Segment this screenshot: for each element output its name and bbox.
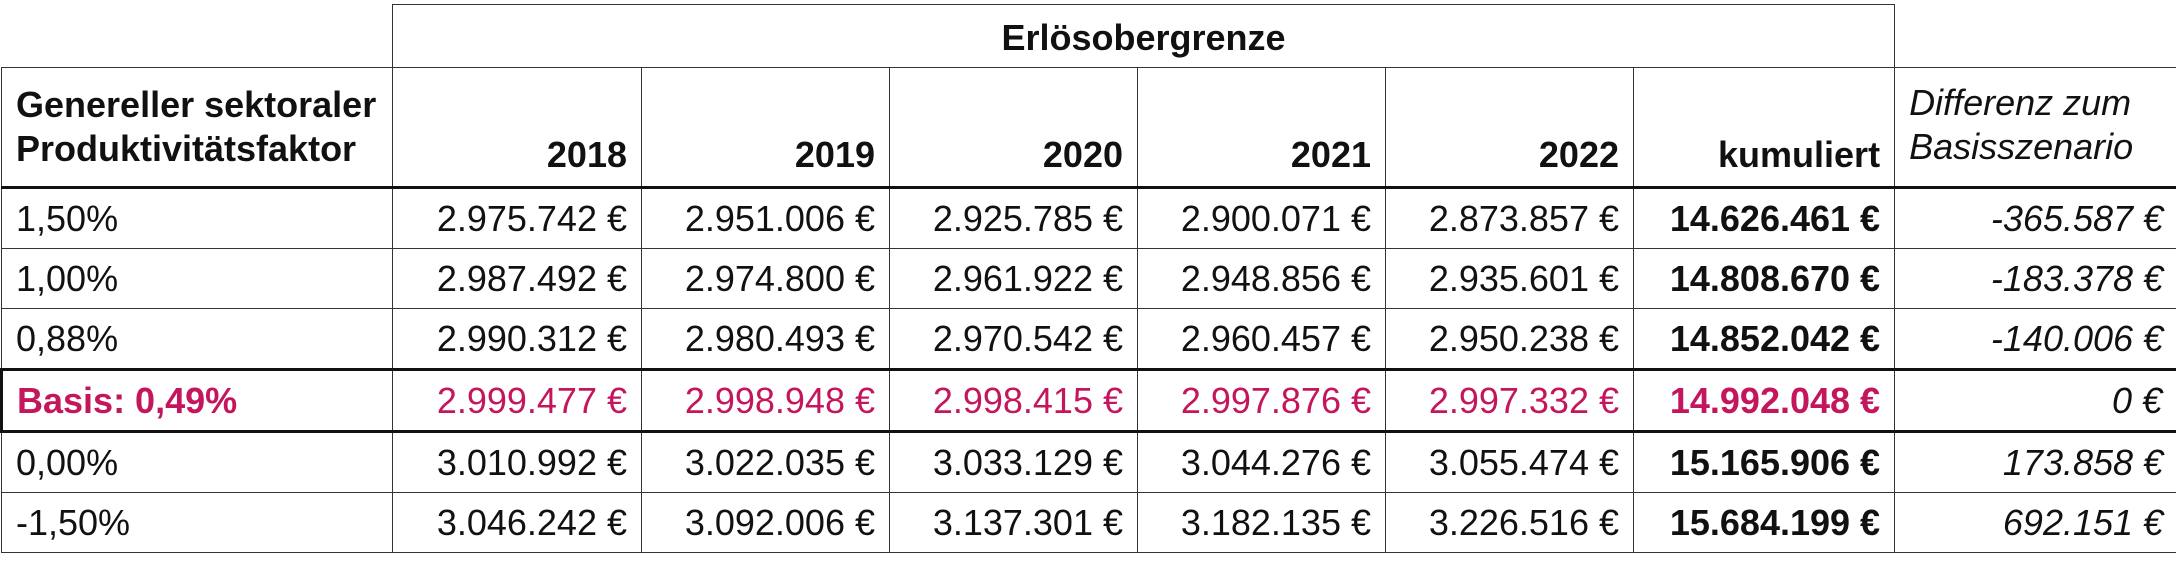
value-cell: 3.182.135 €	[1137, 492, 1386, 553]
value-cell: 3.044.276 €	[1137, 431, 1386, 493]
value-cell: 2.900.071 €	[1137, 187, 1386, 249]
value-cell: 3.010.992 €	[392, 431, 642, 493]
value-cell: 2.990.312 €	[392, 308, 642, 370]
cumulative-cell: 14.852.042 €	[1632, 308, 1896, 370]
table-row: -1,50% 3.046.242 € 3.092.006 € 3.137.301…	[1, 492, 2176, 553]
factor-header-line1: Genereller sektoraler	[16, 84, 377, 125]
value-cell: 2.998.415 €	[889, 368, 1138, 433]
revenue-cap-table: Erlösobergrenze Genereller sektoraler Pr…	[0, 4, 2176, 553]
difference-cell: 173.858 €	[1894, 431, 2176, 493]
baseline-row: Basis: 0,49% 2.999.477 € 2.998.948 € 2.9…	[0, 368, 2176, 433]
cumulative-cell: 14.808.670 €	[1632, 248, 1896, 309]
value-cell: 3.022.035 €	[641, 431, 890, 493]
year-column-header: 2022	[1385, 67, 1634, 189]
revenue-cap-table-container: Erlösobergrenze Genereller sektoraler Pr…	[0, 4, 2176, 553]
value-cell: 2.951.006 €	[641, 187, 890, 249]
factor-cell: Basis: 0,49%	[0, 368, 393, 433]
year-column-header: 2021	[1137, 67, 1386, 189]
factor-cell: 1,00%	[1, 248, 393, 309]
value-cell: 2.948.856 €	[1137, 248, 1386, 309]
table-row: 0,88% 2.990.312 € 2.980.493 € 2.970.542 …	[1, 308, 2176, 370]
diff-header-line2: Basisszenario	[1909, 126, 2134, 167]
cumulative-cell: 15.165.906 €	[1632, 431, 1896, 493]
value-cell: 2.974.800 €	[641, 248, 890, 309]
factor-column-header: Genereller sektoraler Produktivitätsfakt…	[1, 67, 393, 189]
value-cell: 3.046.242 €	[392, 492, 642, 553]
value-cell: 2.999.477 €	[392, 368, 642, 433]
value-cell: 2.998.948 €	[641, 368, 890, 433]
cumulative-cell: 14.626.461 €	[1632, 187, 1896, 249]
table-row: 1,00% 2.987.492 € 2.974.800 € 2.961.922 …	[1, 248, 2176, 309]
group-header-title: Erlösobergrenze	[391, 4, 1896, 68]
difference-cell: 692.151 €	[1894, 492, 2176, 553]
group-header-row: Erlösobergrenze	[1, 4, 2176, 68]
year-column-header: 2019	[641, 67, 890, 189]
cumulative-cell: 15.684.199 €	[1632, 492, 1896, 553]
table-row: 0,00% 3.010.992 € 3.022.035 € 3.033.129 …	[1, 431, 2176, 493]
difference-cell: -365.587 €	[1894, 187, 2176, 249]
cumulative-column-header: kumuliert	[1632, 67, 1896, 189]
value-cell: 2.997.876 €	[1137, 368, 1386, 433]
value-cell: 3.226.516 €	[1385, 492, 1634, 553]
value-cell: 2.950.238 €	[1385, 308, 1634, 370]
value-cell: 2.873.857 €	[1385, 187, 1634, 249]
value-cell: 2.960.457 €	[1137, 308, 1386, 370]
diff-header-line1: Differenz zum	[1909, 82, 2132, 123]
difference-column-header: Differenz zum Basisszenario	[1894, 67, 2176, 189]
year-column-header: 2020	[889, 67, 1138, 189]
factor-header-line2: Produktivitätsfaktor	[16, 128, 357, 169]
value-cell: 2.925.785 €	[889, 187, 1138, 249]
column-header-row: Genereller sektoraler Produktivitätsfakt…	[1, 67, 2176, 189]
value-cell: 3.055.474 €	[1385, 431, 1634, 493]
factor-cell: 0,88%	[1, 308, 393, 370]
value-cell: 2.961.922 €	[889, 248, 1138, 309]
difference-cell: -183.378 €	[1894, 248, 2176, 309]
value-cell: 2.970.542 €	[889, 308, 1138, 370]
value-cell: 3.137.301 €	[889, 492, 1138, 553]
value-cell: 2.997.332 €	[1385, 368, 1634, 433]
factor-cell: 1,50%	[1, 187, 393, 249]
year-column-header: 2018	[392, 67, 642, 189]
factor-cell: 0,00%	[1, 431, 393, 493]
table-row: 1,50% 2.975.742 € 2.951.006 € 2.925.785 …	[1, 187, 2176, 249]
empty-corner-cell	[1, 4, 393, 68]
value-cell: 2.980.493 €	[641, 308, 890, 370]
cumulative-cell: 14.992.048 €	[1632, 368, 1896, 433]
difference-cell: 0 €	[1894, 368, 2176, 433]
empty-corner-cell-right	[1894, 4, 2176, 68]
value-cell: 2.987.492 €	[392, 248, 642, 309]
factor-cell: -1,50%	[1, 492, 393, 553]
difference-cell: -140.006 €	[1894, 308, 2176, 370]
value-cell: 2.935.601 €	[1385, 248, 1634, 309]
value-cell: 2.975.742 €	[392, 187, 642, 249]
value-cell: 3.033.129 €	[889, 431, 1138, 493]
value-cell: 3.092.006 €	[641, 492, 890, 553]
